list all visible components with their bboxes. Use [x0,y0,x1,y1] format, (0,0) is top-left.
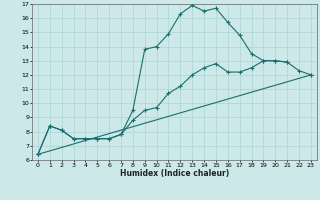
X-axis label: Humidex (Indice chaleur): Humidex (Indice chaleur) [120,169,229,178]
